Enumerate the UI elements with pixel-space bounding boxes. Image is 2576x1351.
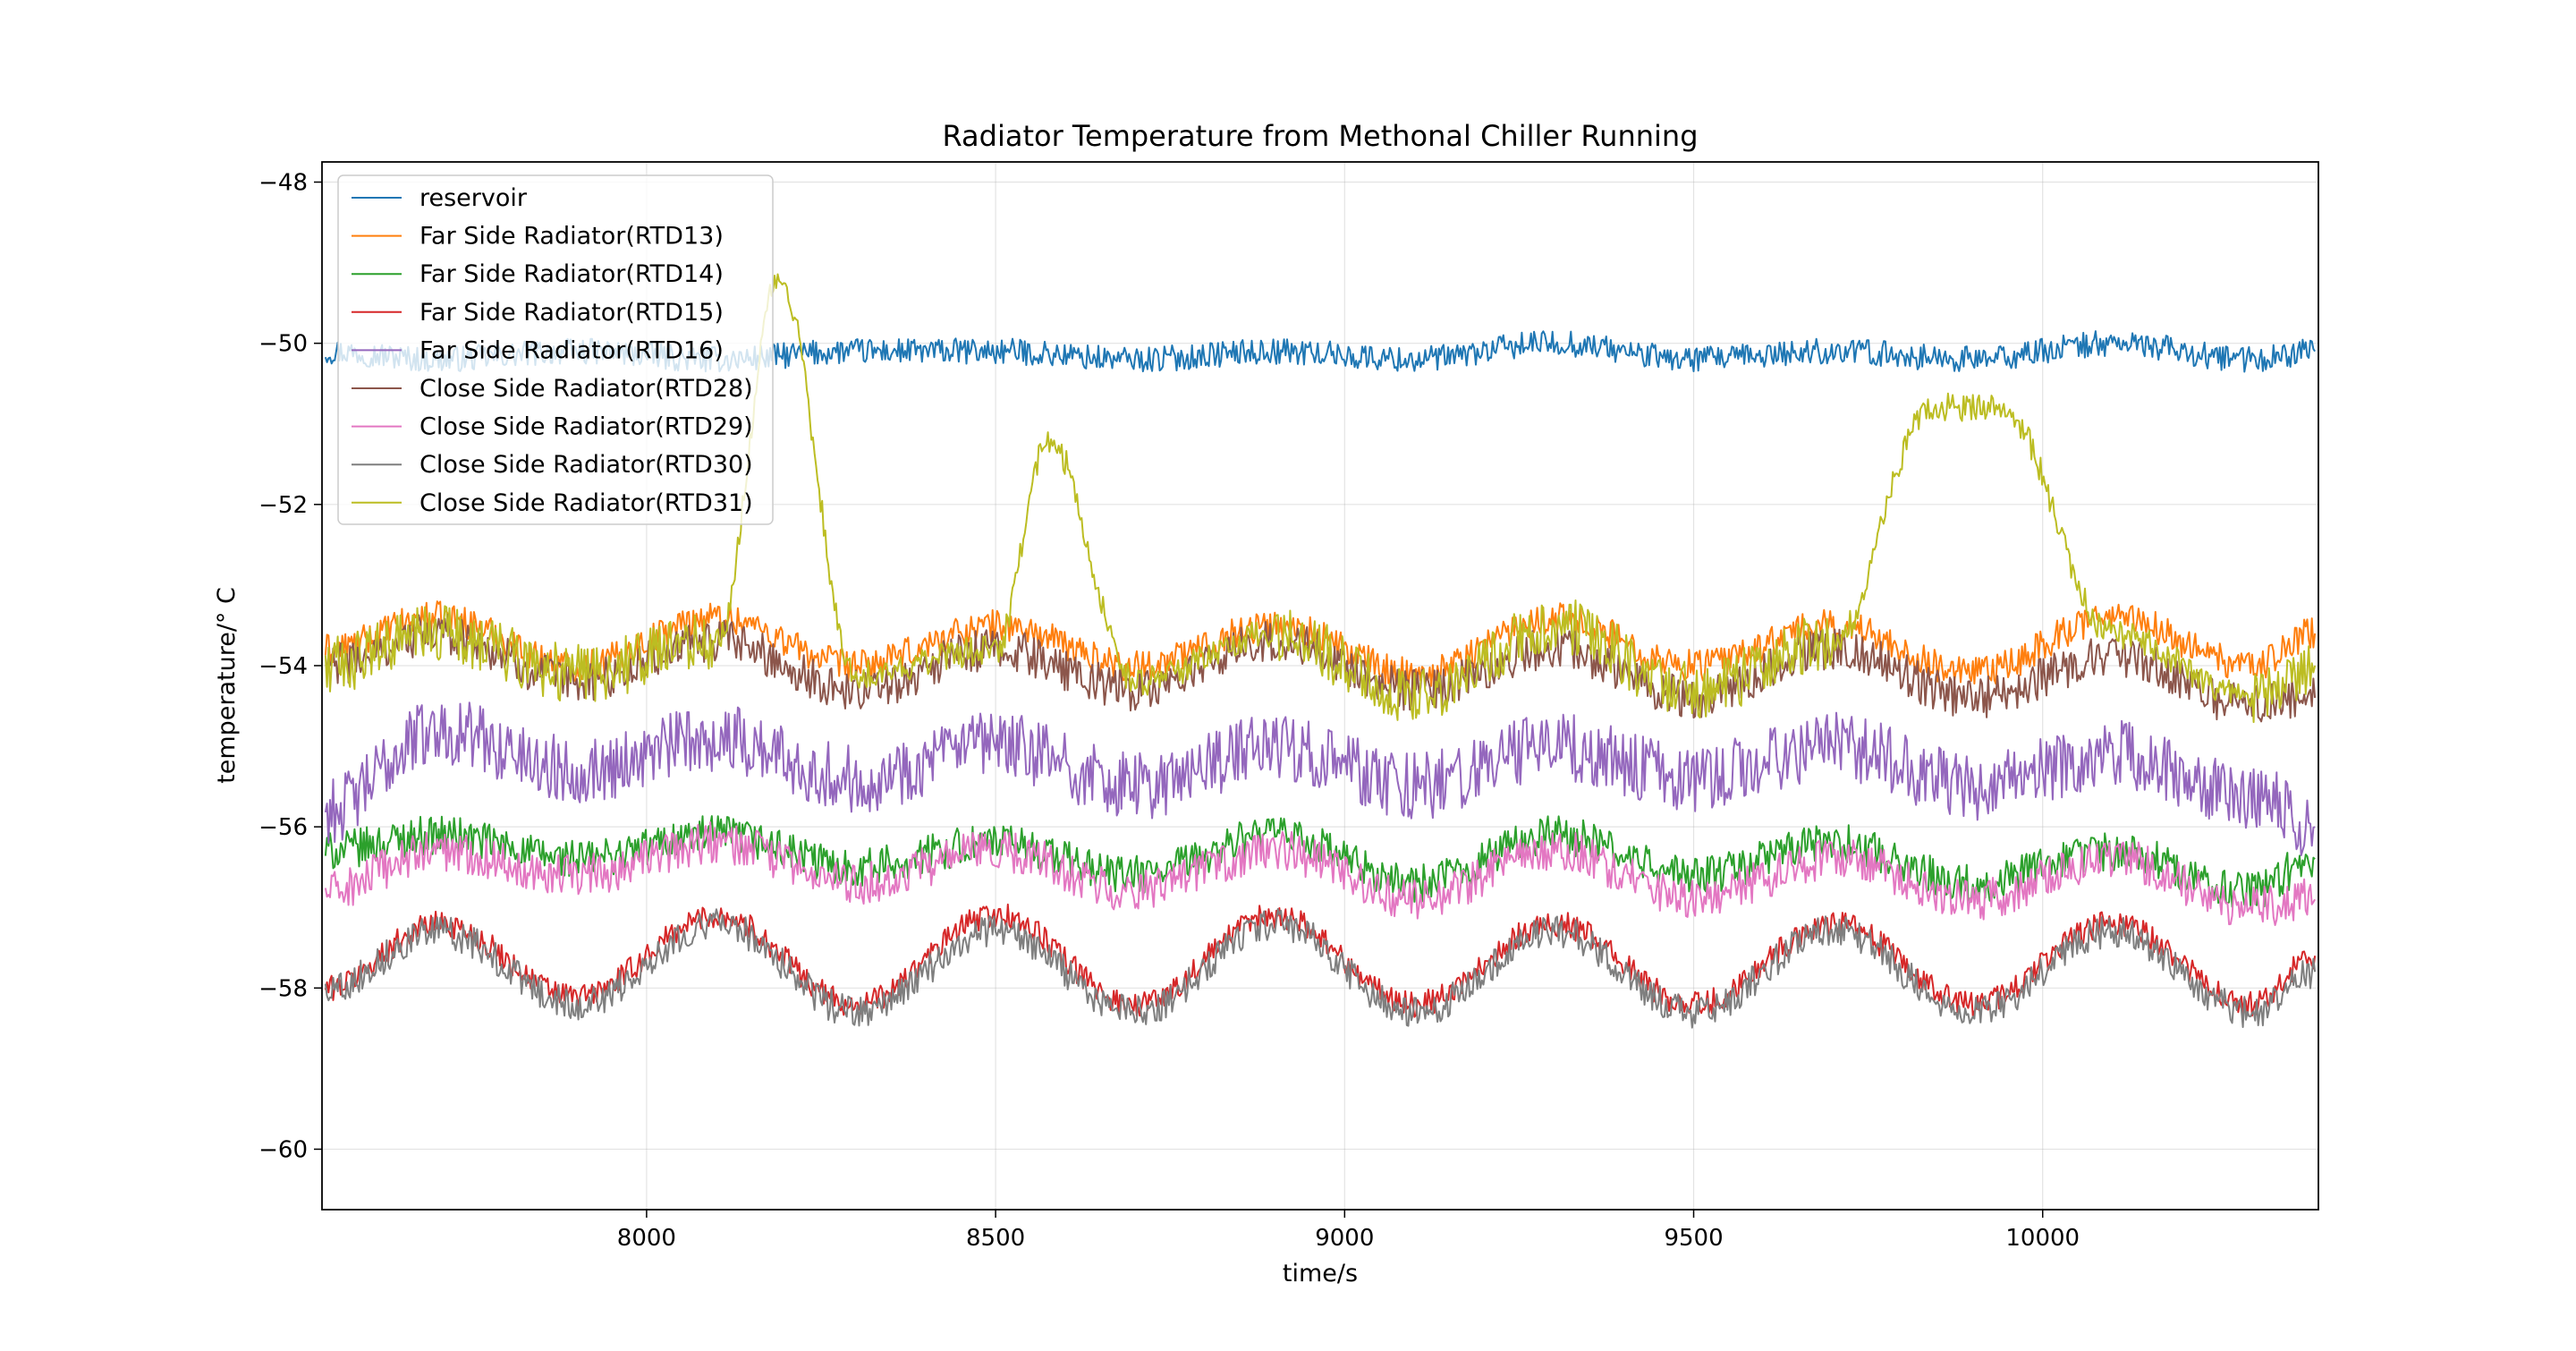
y-tick-label: −52 <box>258 492 308 519</box>
legend: reservoir Far Side Radiator(RTD13) Far Sid… <box>337 174 774 525</box>
legend-label: Far Side Radiator(RTD16) <box>419 336 724 364</box>
legend-label: Close Side Radiator(RTD28) <box>419 375 753 403</box>
y-tick-label: −54 <box>258 653 308 680</box>
legend-label: Close Side Radiator(RTD31) <box>419 489 753 517</box>
legend-box <box>337 174 774 525</box>
y-axis-label: temperature/° C <box>213 587 241 784</box>
legend-label: reservoir <box>419 184 528 212</box>
y-tick-label: −56 <box>258 814 308 841</box>
y-tick-label: −60 <box>258 1136 308 1163</box>
ticks: 8000 8500 9000 9500 10000 −48 −50 −52 −54 −56 −58 −… <box>258 170 2080 1252</box>
legend-label: Far Side Radiator(RTD15) <box>419 299 724 327</box>
y-tick-label: −58 <box>258 975 308 1002</box>
legend-label: Close Side Radiator(RTD29) <box>419 413 753 441</box>
x-tick-label: 10000 <box>2005 1225 2080 1252</box>
legend-label: Far Side Radiator(RTD13) <box>419 223 724 251</box>
x-tick-label: 8000 <box>617 1225 676 1252</box>
legend-label: Close Side Radiator(RTD30) <box>419 451 753 479</box>
y-tick-label: −50 <box>258 331 308 358</box>
series-line <box>324 908 2317 1029</box>
x-tick-label: 9000 <box>1315 1225 1374 1252</box>
series-group <box>324 273 2317 1029</box>
chart-title: Radiator Temperature from Methonal Chill… <box>942 119 1698 153</box>
x-axis-label: time/s <box>1283 1260 1358 1287</box>
series-line <box>324 273 2317 724</box>
legend-label: Far Side Radiator(RTD14) <box>419 260 724 288</box>
plot-frame <box>321 161 2319 1211</box>
x-tick-label: 9500 <box>1664 1225 1723 1252</box>
series-line <box>324 821 2316 926</box>
x-tick-label: 8500 <box>966 1225 1025 1252</box>
y-tick-label: −48 <box>258 170 308 197</box>
legend-items: reservoir Far Side Radiator(RTD13) Far Sid… <box>352 184 753 517</box>
series-line <box>324 701 2316 857</box>
